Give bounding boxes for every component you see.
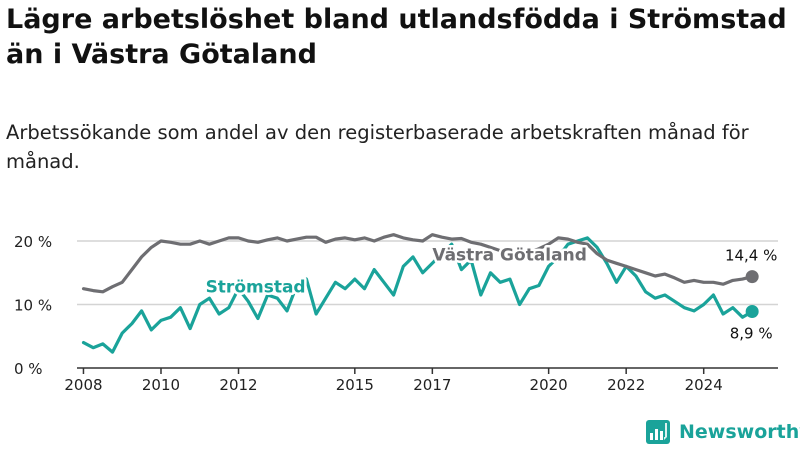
end-dot-vastra-gotaland — [745, 270, 759, 284]
y-tick-label: 0 % — [14, 360, 43, 378]
newsworthy-logo-icon — [646, 420, 670, 444]
end-value-label-vastra-gotaland: 14,4 % — [725, 247, 777, 265]
y-tick-label: 20 % — [14, 233, 52, 251]
chart-title: Lägre arbetslöshet bland utlandsfödda i … — [6, 4, 787, 70]
chart-subtitle: Arbetssökande som andel av den registerb… — [6, 121, 749, 173]
end-dot-stromstad — [745, 305, 759, 319]
brand-logo: Newsworthy — [645, 419, 800, 445]
series-label-stromstad: Strömstad — [206, 277, 306, 297]
x-tick-label: 2008 — [64, 376, 102, 394]
y-tick-label: 10 % — [14, 297, 52, 315]
x-tick-label: 2015 — [336, 376, 374, 394]
x-tick-label: 2017 — [413, 376, 451, 394]
x-tick-label: 2012 — [219, 376, 257, 394]
series-label-vastra-gotaland: Västra Götaland — [432, 246, 587, 266]
end-value-label-stromstad: 8,9 % — [730, 325, 773, 343]
series-line-stromstad — [81, 236, 754, 354]
x-tick-label: 2022 — [607, 376, 645, 394]
x-tick-label: 2024 — [685, 376, 723, 394]
series-line-vastra-gotaland — [81, 233, 754, 294]
brand-name: Newsworthy — [679, 421, 800, 443]
x-tick-label: 2010 — [142, 376, 180, 394]
x-tick-label: 2020 — [530, 376, 568, 394]
